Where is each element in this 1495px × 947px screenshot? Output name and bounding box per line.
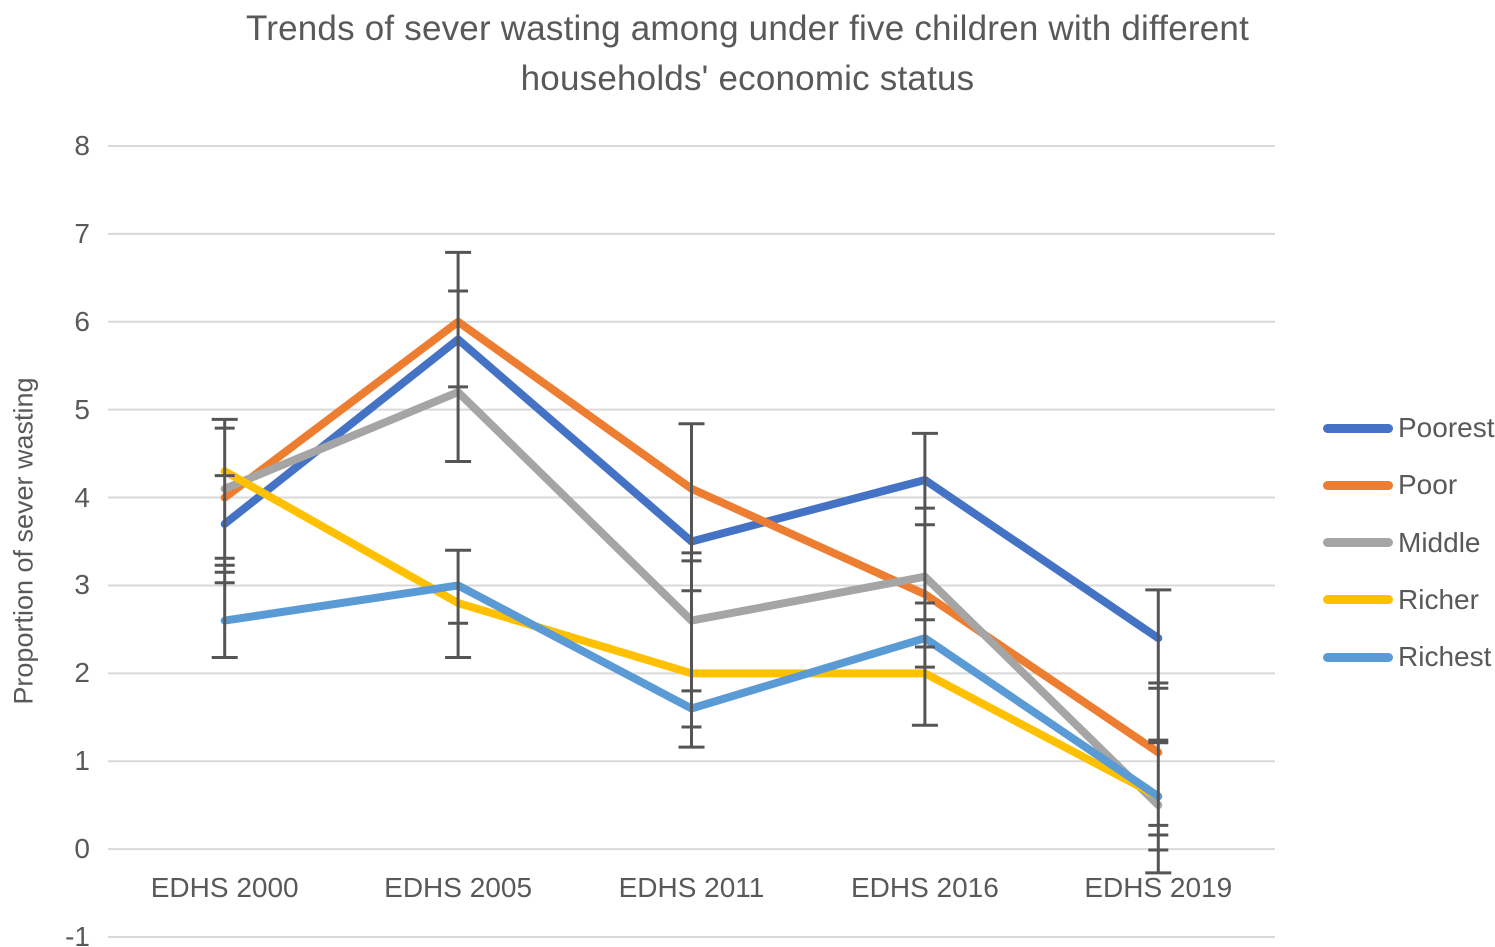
chart-title-line2: households' economic status: [520, 59, 975, 98]
legend-label-richest: Richest: [1398, 641, 1492, 672]
y-tick-label-3: 3: [74, 569, 90, 601]
legend-swatch-richer: [1323, 595, 1393, 605]
y-tick-label-4: 4: [74, 481, 90, 513]
legend-item-richer: Richer: [1323, 584, 1479, 616]
y-tick-label-0: 0: [74, 833, 90, 865]
x-tick-label-edhs-2000: EDHS 2000: [150, 872, 299, 903]
y-tick-label-8: 8: [74, 130, 90, 161]
y-tick-label-2: 2: [74, 657, 90, 689]
legend-item-poor: Poor: [1323, 469, 1457, 501]
legend-swatch-poor: [1323, 480, 1393, 490]
legend-label-poor: Poor: [1398, 469, 1458, 501]
legend-item-richest: Richest: [1323, 641, 1491, 673]
legend-swatch-middle: [1323, 538, 1393, 547]
legend-item-poorest: Poorest: [1323, 412, 1495, 444]
x-tick-label-edhs-2005: EDHS 2005: [384, 872, 533, 903]
legend-item-middle: Middle: [1323, 527, 1480, 559]
legend-swatch-poorest: [1323, 423, 1393, 433]
y-tick-label-1: 1: [74, 745, 90, 777]
x-tick-label-edhs-2016: EDHS 2016: [850, 872, 999, 903]
y-tick-label-6: 6: [74, 305, 90, 337]
legend-label-middle: Middle: [1398, 526, 1481, 558]
legend-label-richer: Richer: [1398, 583, 1479, 615]
y-tick-label--1: -1: [65, 921, 90, 947]
y-tick-label-5: 5: [74, 393, 90, 425]
y-tick-label-7: 7: [74, 217, 90, 249]
legend-swatch-richest: [1323, 652, 1393, 662]
chart-title-line1: Trends of sever wasting among under five…: [245, 9, 1250, 48]
legend-label-poorest: Poorest: [1398, 412, 1495, 443]
x-tick-label-edhs-2011: EDHS 2011: [618, 872, 765, 903]
x-tick-label-edhs-2019: EDHS 2019: [1084, 872, 1233, 903]
